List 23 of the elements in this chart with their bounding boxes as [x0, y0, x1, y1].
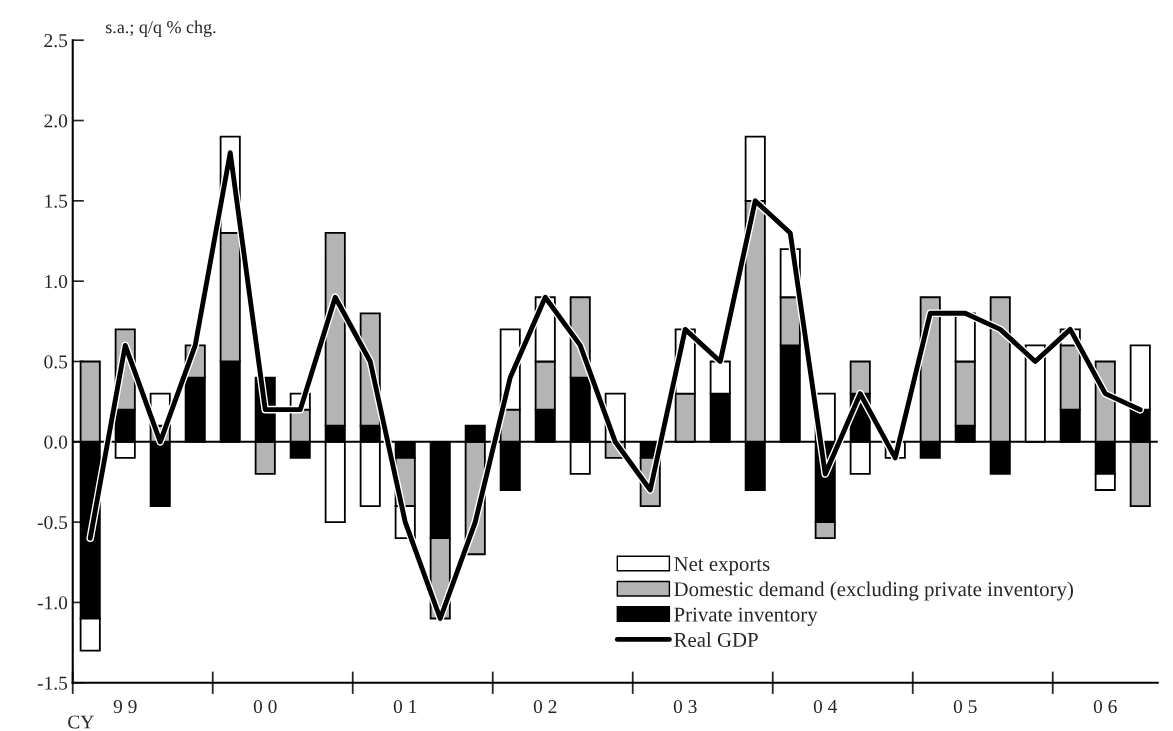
legend-label: Domestic demand (excluding private inventory) [674, 581, 1073, 601]
x-tick-label: 0 6 [1093, 699, 1117, 714]
y-tick-label: 1.0 [45, 274, 68, 289]
x-tick-label: 9 9 [113, 700, 137, 714]
legend-label: Real GDP [674, 632, 758, 647]
y-tick-label: -0.5 [37, 515, 68, 530]
x-tick-label: 0 1 [393, 699, 417, 714]
y-tick-label: -1.5 [37, 676, 68, 690]
x-tick-label: 0 0 [253, 699, 277, 714]
x-tick-label: 0 5 [953, 699, 977, 714]
y-tick-label: 2.5 [44, 34, 68, 48]
y-tick-label: 0.5 [44, 355, 68, 369]
y-axis-title: s.a.; q/q % chg. [106, 20, 216, 37]
x-tick-label: 0 3 [673, 699, 697, 714]
legend-label: Private inventory [674, 607, 818, 626]
text: CY [68, 715, 94, 729]
y-tick-label: 1.5 [45, 194, 68, 208]
y-tick-label: 0.0 [44, 435, 68, 449]
x-tick-label: 0 4 [813, 699, 838, 714]
legend-label: Net exports [674, 557, 770, 576]
y-tick-label: 2.0 [44, 114, 68, 128]
y-tick-label: -1.0 [37, 596, 68, 610]
x-tick-label: 0 2 [533, 699, 557, 714]
